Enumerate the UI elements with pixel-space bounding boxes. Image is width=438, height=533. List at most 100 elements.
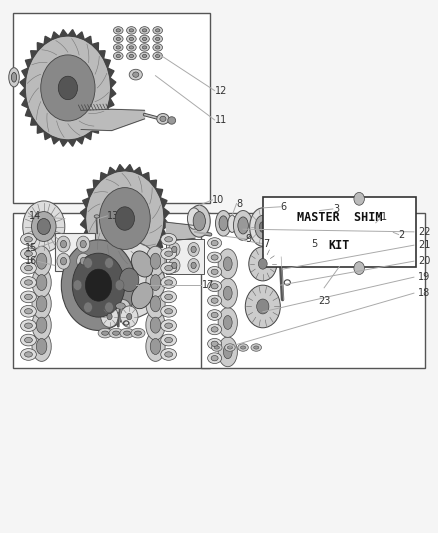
Circle shape [258, 259, 267, 269]
Ellipse shape [140, 44, 149, 51]
Ellipse shape [168, 117, 176, 124]
Polygon shape [160, 198, 167, 208]
Ellipse shape [219, 216, 228, 231]
Ellipse shape [111, 299, 130, 313]
Polygon shape [76, 136, 85, 144]
Ellipse shape [165, 337, 173, 343]
Ellipse shape [25, 251, 32, 256]
Ellipse shape [208, 252, 222, 263]
Ellipse shape [21, 349, 36, 360]
Ellipse shape [212, 344, 222, 351]
Circle shape [105, 302, 113, 313]
Ellipse shape [21, 262, 36, 274]
Bar [55, 233, 95, 271]
Ellipse shape [155, 46, 160, 49]
Bar [166, 239, 204, 274]
Polygon shape [108, 68, 114, 78]
Polygon shape [51, 32, 60, 39]
Circle shape [60, 257, 67, 265]
Ellipse shape [208, 238, 222, 248]
Polygon shape [163, 219, 169, 229]
Polygon shape [81, 109, 145, 131]
Ellipse shape [36, 296, 47, 312]
Ellipse shape [25, 265, 32, 271]
Ellipse shape [142, 37, 147, 41]
Polygon shape [100, 256, 108, 264]
Ellipse shape [25, 337, 32, 343]
Polygon shape [37, 43, 44, 51]
Ellipse shape [161, 262, 177, 274]
Ellipse shape [21, 233, 36, 245]
Polygon shape [76, 32, 85, 39]
Ellipse shape [208, 281, 222, 292]
Text: 12: 12 [215, 86, 227, 95]
Ellipse shape [21, 334, 36, 346]
Ellipse shape [116, 303, 125, 309]
Ellipse shape [36, 253, 47, 269]
Bar [201, 213, 425, 368]
Ellipse shape [113, 44, 123, 51]
Ellipse shape [208, 266, 222, 277]
Ellipse shape [187, 208, 201, 229]
Ellipse shape [208, 310, 222, 320]
Polygon shape [142, 256, 149, 264]
Ellipse shape [150, 317, 161, 333]
Ellipse shape [223, 316, 232, 329]
Text: 21: 21 [418, 240, 431, 250]
Ellipse shape [150, 274, 161, 290]
Polygon shape [31, 117, 38, 125]
Polygon shape [149, 180, 156, 189]
Circle shape [72, 253, 125, 317]
Polygon shape [31, 51, 38, 59]
Circle shape [120, 268, 139, 292]
Ellipse shape [32, 268, 51, 297]
Ellipse shape [150, 338, 161, 354]
Ellipse shape [161, 277, 177, 288]
Text: 17: 17 [201, 280, 214, 290]
Text: 22: 22 [418, 227, 431, 237]
Ellipse shape [227, 346, 233, 349]
Ellipse shape [116, 46, 120, 49]
Text: 23: 23 [318, 296, 330, 306]
Ellipse shape [208, 353, 222, 364]
Ellipse shape [133, 72, 139, 77]
Circle shape [257, 299, 269, 314]
Ellipse shape [211, 284, 218, 289]
Ellipse shape [116, 29, 120, 32]
Polygon shape [108, 98, 114, 108]
Ellipse shape [36, 274, 47, 290]
Polygon shape [20, 88, 26, 98]
Circle shape [25, 36, 111, 140]
Ellipse shape [165, 323, 173, 328]
Polygon shape [98, 117, 105, 125]
Circle shape [85, 171, 164, 266]
Ellipse shape [127, 35, 136, 43]
Polygon shape [155, 239, 162, 248]
Ellipse shape [113, 35, 123, 43]
Ellipse shape [21, 320, 36, 332]
Ellipse shape [161, 349, 177, 360]
Polygon shape [163, 208, 169, 219]
Ellipse shape [150, 296, 161, 312]
Ellipse shape [21, 305, 36, 317]
Ellipse shape [255, 215, 271, 239]
Polygon shape [68, 139, 76, 146]
Polygon shape [103, 59, 110, 68]
Circle shape [80, 257, 86, 265]
Text: 16: 16 [25, 256, 37, 266]
Ellipse shape [254, 346, 259, 349]
Ellipse shape [238, 217, 248, 234]
Ellipse shape [113, 331, 120, 335]
Ellipse shape [98, 328, 112, 338]
Ellipse shape [211, 269, 218, 274]
Ellipse shape [36, 317, 47, 333]
Circle shape [172, 246, 177, 253]
Ellipse shape [165, 352, 173, 357]
Ellipse shape [225, 344, 235, 351]
Ellipse shape [211, 240, 218, 246]
Circle shape [23, 201, 65, 252]
Circle shape [80, 240, 86, 248]
Circle shape [172, 262, 177, 269]
Circle shape [73, 280, 82, 290]
Circle shape [354, 262, 364, 274]
